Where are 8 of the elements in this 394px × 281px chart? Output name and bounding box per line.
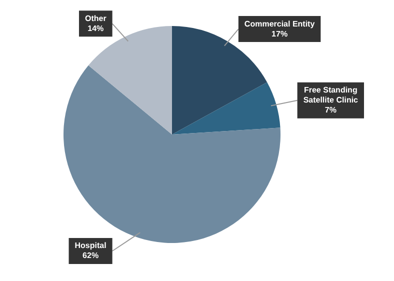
data-label: 62% [82,251,99,260]
slice-label: Commercial Entity [244,19,316,28]
data-label: 17% [272,29,288,38]
data-label: 14% [88,24,104,33]
slice-label: Free Standing Satellite Clinic [303,86,359,105]
slice-label: Other [84,14,106,23]
data-label: 7% [324,106,336,115]
slice-label: Hospital [74,241,106,250]
